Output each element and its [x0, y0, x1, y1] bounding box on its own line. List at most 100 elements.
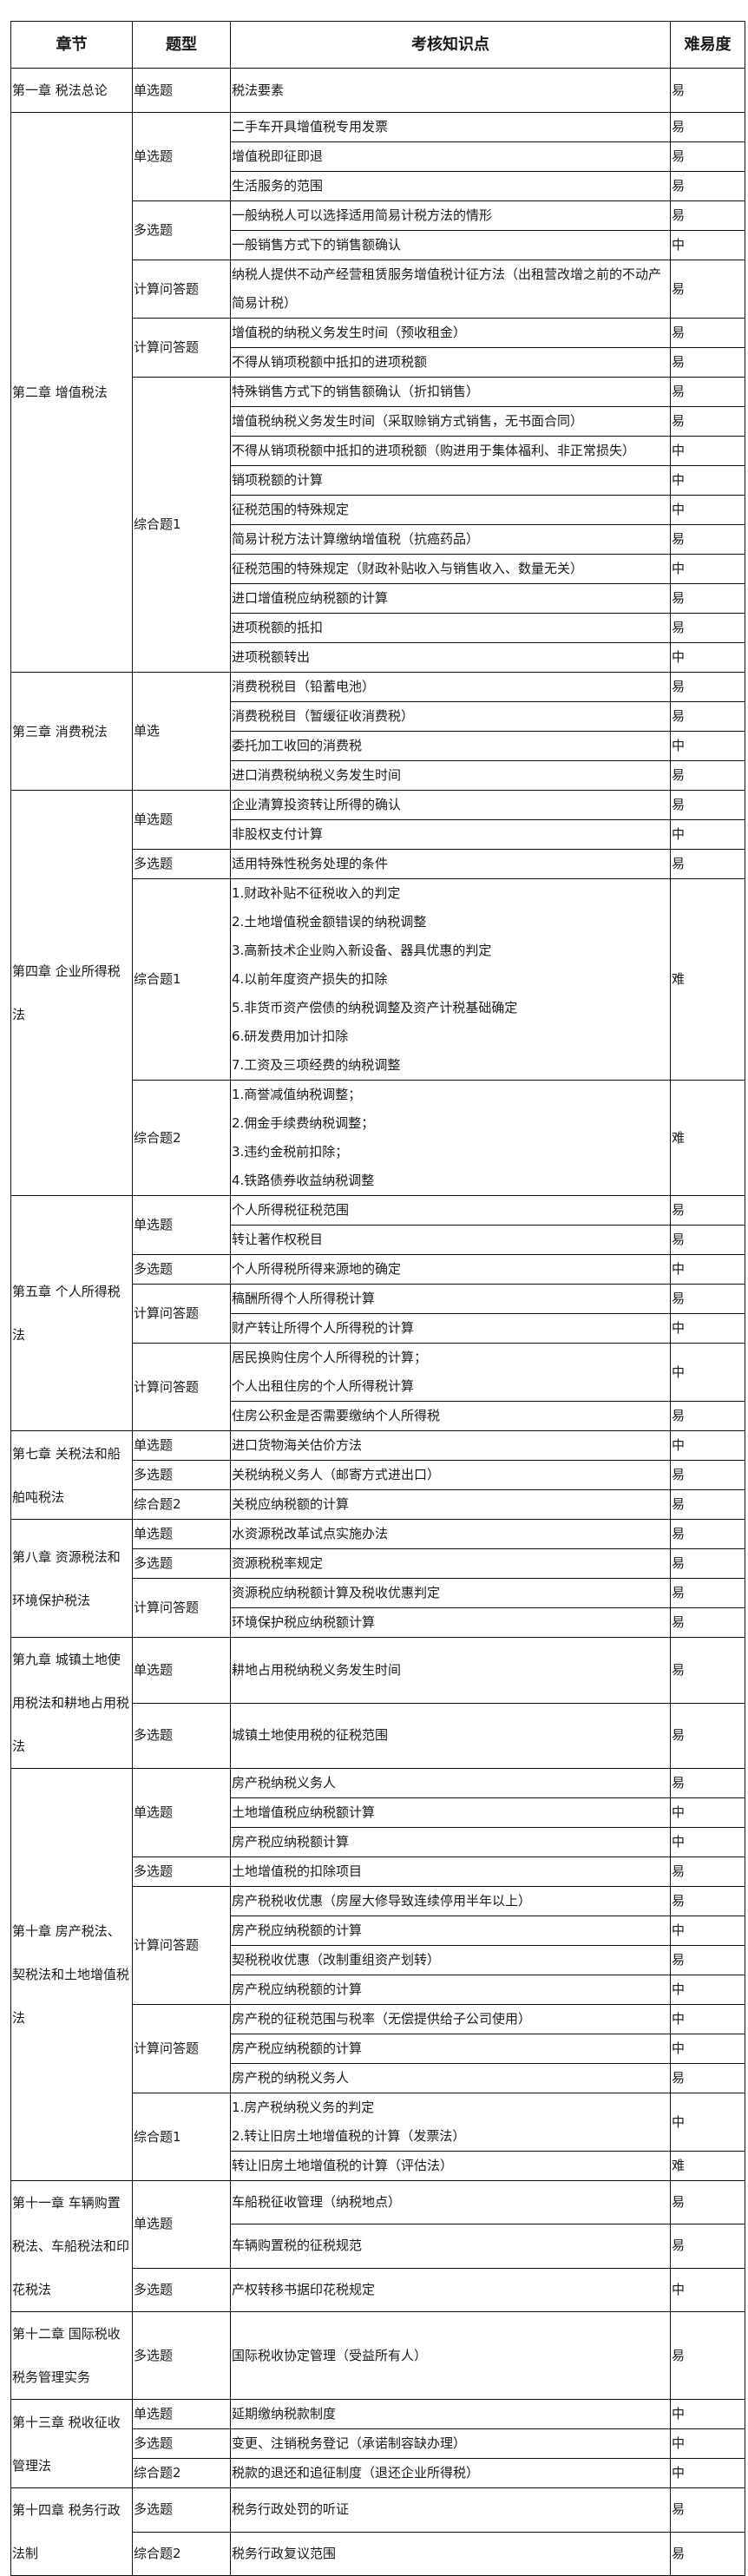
question-type-cell: 计算问答题	[132, 1284, 231, 1344]
knowledge-point-line: 车辆购置税的征税规范	[232, 2238, 363, 2254]
chapter-cell: 第五章 个人所得税法	[10, 1195, 133, 1431]
difficulty-cell: 易	[670, 377, 745, 407]
question-type-cell: 单选题	[132, 1768, 231, 1857]
knowledge-point-cell: 一般销售方式下的销售额确认	[230, 230, 671, 260]
knowledge-point-line: 纳税人提供不动产经营租赁服务增值税计征方法（出租营改增之前的不动产简易计税）	[232, 266, 662, 311]
difficulty-cell: 易	[670, 2311, 745, 2400]
difficulty-cell: 难	[670, 878, 745, 1081]
question-type-cell: 综合题2	[132, 2458, 231, 2488]
knowledge-point-cell: 房产税应纳税额计算	[230, 1827, 671, 1857]
table-row: 简易计税方法计算缴纳增值税（抗癌药品） 易	[11, 524, 745, 555]
knowledge-point-cell: 进口增值税应纳税额的计算	[230, 583, 671, 614]
knowledge-point-cell: 变更、注销税务登记（承诺制容缺办理）	[230, 2428, 671, 2459]
question-type-cell: 综合题2	[132, 1080, 231, 1196]
difficulty-cell: 易	[670, 141, 745, 172]
knowledge-point-line: 不得从销项税额中抵扣的进项税额（购进用于集体福利、非正常损失）	[232, 443, 636, 458]
table-row: 转让著作权税目 易	[11, 1225, 745, 1255]
knowledge-point-cell: 销项税额的计算	[230, 465, 671, 496]
table-row: 第五章 个人所得税法 单选题 个人所得税征税范围易	[10, 1195, 745, 1431]
chapter-cell: 第九章 城镇土地使用税法和耕地占用税法	[10, 1637, 133, 1769]
difficulty-cell: 易	[670, 1548, 745, 1579]
knowledge-point-cell: 特殊销售方式下的销售额确认（折扣销售）	[230, 377, 671, 407]
knowledge-point-cell: 财产转让所得个人所得税的计算	[230, 1313, 671, 1344]
knowledge-point-cell: 房产税税收优惠（房屋大修导致连续停用半年以上）	[230, 1886, 671, 1916]
table-row: 多选题 适用特殊性税务处理的条件 易	[11, 849, 745, 879]
difficulty-cell: 易	[670, 583, 745, 614]
knowledge-point-cell: 非股权支付计算	[230, 819, 671, 850]
difficulty-cell: 中	[670, 2093, 745, 2152]
knowledge-point-line: 生活服务的范围	[232, 178, 324, 194]
difficulty-cell: 易	[670, 1225, 745, 1255]
question-type-cell: 多选题	[132, 1548, 231, 1579]
knowledge-point-line: 5.非货币资产偿债的纳税调整及资产计税基础确定	[232, 1000, 518, 1015]
knowledge-point-line: 增值税的纳税义务发生时间（预收租金）	[232, 325, 467, 340]
table-row: 综合题1 1.财政补贴不征税收入的判定 2.土地增值税金额错误的纳税调整 3.高新技术…	[11, 878, 745, 1081]
table-row: 计算问答题 纳税人提供不动产经营租赁服务增值税计征方法（出租营改增之前的不动产简易…	[11, 260, 745, 319]
question-type-cell: 计算问答题	[132, 260, 231, 319]
knowledge-point-line: 进口消费税纳税义务发生时间	[232, 767, 402, 783]
knowledge-point-line: 契税税收优惠（改制重组资产划转）	[232, 1952, 441, 1968]
difficulty-cell: 易	[670, 2179, 745, 2225]
knowledge-point-cell: 进项税额转出	[230, 642, 671, 673]
question-type-cell: 综合题2	[132, 2531, 231, 2576]
knowledge-point-line: 土地增值税应纳税额计算	[232, 1804, 376, 1820]
knowledge-point-line: 适用特殊性税务处理的条件	[232, 856, 389, 871]
difficulty-cell: 中	[670, 495, 745, 525]
question-type-cell: 计算问答题	[132, 2004, 231, 2093]
difficulty-cell: 中	[670, 1430, 745, 1461]
question-type-cell: 单选题	[132, 1637, 231, 1704]
difficulty-cell: 易	[670, 1195, 745, 1226]
knowledge-point-cell: 二手车开具增值税专用发票	[230, 112, 671, 142]
chapter-cell: 第一章 税法总论	[10, 68, 133, 113]
table-row: 一般销售方式下的销售额确认 中	[11, 230, 745, 260]
difficulty-cell: 中	[670, 2399, 745, 2429]
difficulty-cell: 易	[670, 1945, 745, 1975]
table-row: 计算问答题 房产税的征税范围与税率（无偿提供给子公司使用） 中	[11, 2004, 745, 2093]
knowledge-point-line: 1.商誉减值纳税调整；	[232, 1087, 362, 1102]
knowledge-point-cell: 耕地占用税纳税义务发生时间	[230, 1637, 671, 1704]
chapter-cell: 第八章 资源税法和环境保护税法	[10, 1519, 133, 1638]
difficulty-cell: 中	[670, 465, 745, 496]
difficulty-cell: 易	[670, 524, 745, 555]
knowledge-point-line: 简易计税方法计算缴纳增值税（抗癌药品）	[232, 531, 480, 547]
question-type-cell: 多选题	[132, 200, 231, 260]
knowledge-point-line: 房产税的纳税义务人	[232, 2070, 350, 2086]
knowledge-point-cell: 土地增值税的扣除项目	[230, 1856, 671, 1887]
difficulty-cell: 易	[670, 1578, 745, 1608]
knowledge-point-line: 销项税额的计算	[232, 472, 324, 488]
table-row: 第四章 企业所得税法 单选题 企业清算投资转让所得的确认易	[10, 790, 745, 1196]
difficulty-cell: 易	[670, 1519, 745, 1549]
knowledge-point-cell: 简易计税方法计算缴纳增值税（抗癌药品）	[230, 524, 671, 555]
exam-points-table: 章节 题型 考核知识点 难易度 第一章 税法总论 单选题 税法要素易第二章 增值税法…	[10, 21, 745, 2576]
difficulty-cell: 中	[670, 1313, 745, 1344]
table-row: 转让旧房土地增值税的计算（评估法） 难	[11, 2151, 745, 2181]
question-type-cell: 多选题	[132, 2311, 231, 2400]
table-row: 综合题2 关税应纳税额的计算 易	[11, 1489, 745, 1520]
difficulty-cell: 易	[670, 1856, 745, 1887]
table-row: 第十四章 税务行政法制 多选题 税务行政处罚的听证易	[10, 2487, 745, 2576]
knowledge-point-line: 房产税税收优惠（房屋大修导致连续停用半年以上）	[232, 1893, 532, 1909]
knowledge-point-cell: 土地增值税应纳税额计算	[230, 1797, 671, 1828]
knowledge-point-cell: 转让著作权税目	[230, 1225, 671, 1255]
knowledge-point-line: 3.高新技术企业购入新设备、器具优惠的判定	[232, 943, 492, 958]
knowledge-point-line: 车船税征收管理（纳税地点）	[232, 2194, 402, 2211]
difficulty-cell: 易	[670, 2531, 745, 2576]
difficulty-cell: 易	[670, 1637, 745, 1704]
knowledge-point-line: 国际税收协定管理（受益所有人）	[232, 2347, 428, 2363]
knowledge-point-line: 转让著作权税目	[232, 1232, 324, 1247]
question-type-cell: 单选题	[132, 2180, 231, 2269]
header-type: 题型	[132, 21, 231, 69]
table-row: 增值税即征即退 易	[11, 141, 745, 172]
header-point: 考核知识点	[230, 21, 671, 69]
knowledge-point-line: 资源税应纳税额计算及税收优惠判定	[232, 1585, 441, 1600]
difficulty-cell: 易	[670, 613, 745, 643]
knowledge-point-line: 进项税额转出	[232, 649, 311, 665]
question-type-cell: 计算问答题	[132, 1886, 231, 2005]
knowledge-point-cell: 车船税征收管理（纳税地点）	[230, 2179, 671, 2225]
knowledge-point-cell: 进项税额的抵扣	[230, 613, 671, 643]
difficulty-cell: 中	[670, 2267, 745, 2313]
difficulty-cell: 中	[670, 1254, 745, 1285]
knowledge-point-line: 变更、注销税务登记（承诺制容缺办理）	[232, 2435, 467, 2451]
knowledge-point-line: 税务行政复议范围	[232, 2545, 337, 2561]
knowledge-point-cell: 委托加工收回的消费税	[230, 731, 671, 761]
